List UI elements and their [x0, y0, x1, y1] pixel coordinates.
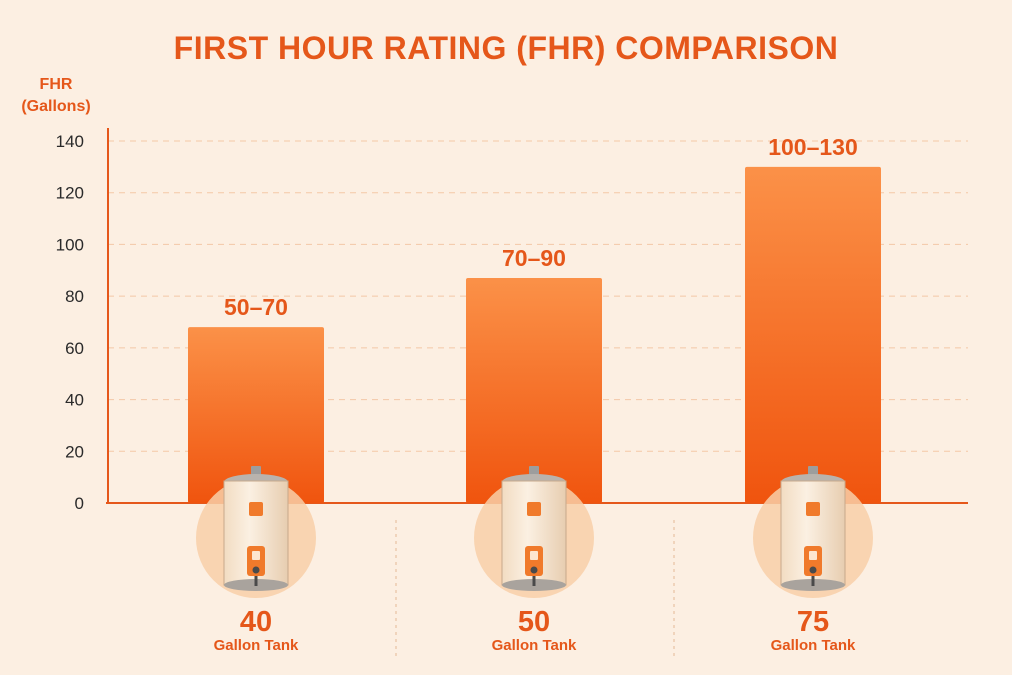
category-size-label: 75	[797, 606, 829, 638]
tank-pipe	[254, 576, 258, 586]
data-label: 100–130	[768, 134, 858, 160]
water-heater-icon	[474, 466, 594, 598]
y-axis-label-line: FHR	[39, 76, 73, 93]
tank-control-window	[252, 551, 260, 560]
tank-control-window	[530, 551, 538, 560]
y-tick-label: 40	[65, 391, 84, 410]
category-unit-label: Gallon Tank	[492, 637, 577, 654]
y-tick-label: 0	[75, 494, 84, 513]
y-axis-label-line: (Gallons)	[21, 98, 91, 115]
bars	[188, 166, 881, 503]
tank-valve	[251, 466, 261, 476]
tank-control-window	[809, 551, 817, 560]
bar	[466, 278, 602, 503]
tank-label-plate	[527, 502, 541, 516]
tank-control-knob	[809, 566, 817, 574]
y-tick-label: 60	[65, 339, 84, 358]
tank-pipe	[532, 576, 536, 586]
y-tick-label: 140	[56, 132, 84, 151]
tank-control-panel	[525, 546, 543, 576]
y-axis-label: FHR (Gallons)	[6, 74, 106, 118]
y-tick-label: 100	[56, 235, 84, 254]
tank-pipe	[811, 576, 815, 586]
category-unit-label: Gallon Tank	[771, 637, 856, 654]
chart-title: FIRST HOUR RATING (FHR) COMPARISON	[173, 30, 839, 66]
tank-control-panel	[247, 546, 265, 576]
tank-valve	[529, 466, 539, 476]
tank-label-plate	[806, 502, 820, 516]
y-tick-label: 80	[65, 287, 84, 306]
y-tick-label: 120	[56, 184, 84, 203]
tank-control-knob	[530, 566, 538, 574]
water-heater-icon	[753, 466, 873, 598]
category-unit-label: Gallon Tank	[214, 637, 299, 654]
bar	[745, 166, 881, 503]
tank-control-knob	[252, 566, 260, 574]
category-size-label: 50	[518, 606, 550, 638]
bar	[188, 327, 324, 503]
category-size-label: 40	[240, 606, 272, 638]
data-label: 70–90	[502, 245, 566, 271]
tank-label-plate	[249, 502, 263, 516]
tank-valve	[808, 466, 818, 476]
y-tick-label: 20	[65, 442, 84, 461]
tank-illustrations	[196, 466, 873, 598]
water-heater-icon	[196, 466, 316, 598]
tank-control-panel	[804, 546, 822, 576]
data-labels: 50–70 70–90 100–130	[224, 134, 858, 320]
data-label: 50–70	[224, 294, 288, 320]
